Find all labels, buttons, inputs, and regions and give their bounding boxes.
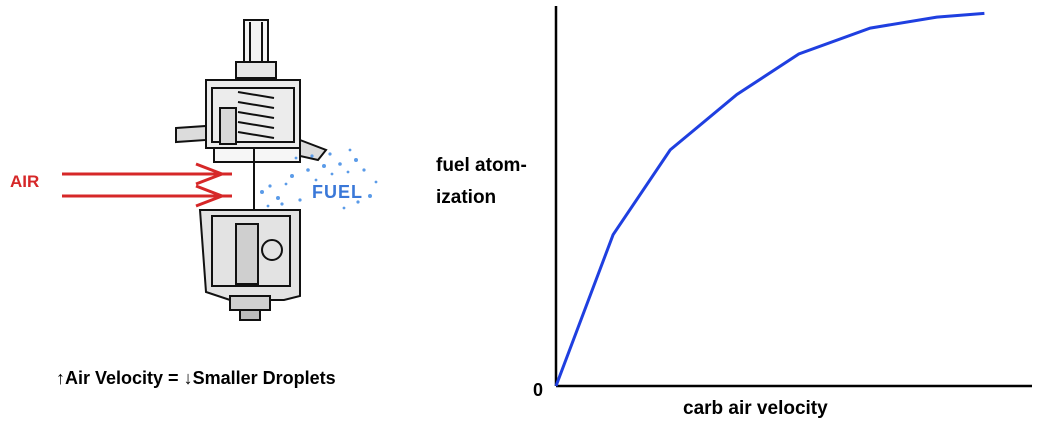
carburetor-icon: [175, 19, 328, 321]
x-axis-label: carb air velocity: [683, 398, 828, 419]
caption: ↑Air Velocity = ↓Smaller Droplets: [56, 368, 336, 389]
up-arrow-icon: ↑: [56, 368, 65, 388]
air-arrows: [62, 162, 232, 208]
chart-plot: [554, 6, 1032, 388]
fuel-spray: [260, 148, 378, 210]
y-axis-label-line2: ization: [436, 187, 497, 208]
fuel-label: FUEL: [312, 182, 363, 202]
y-axis-label: fuel atom- ization: [436, 150, 527, 214]
down-arrow-icon: ↓: [183, 368, 193, 388]
carburetor-diagram: [62, 19, 378, 321]
y-axis-label-line1: fuel atom-: [436, 155, 527, 176]
caption-part1: Air Velocity =: [65, 368, 184, 388]
series-line: [554, 11, 985, 387]
origin-label: 0: [533, 380, 544, 400]
caption-part2: Smaller Droplets: [192, 368, 336, 388]
air-label: AIR: [10, 172, 40, 191]
